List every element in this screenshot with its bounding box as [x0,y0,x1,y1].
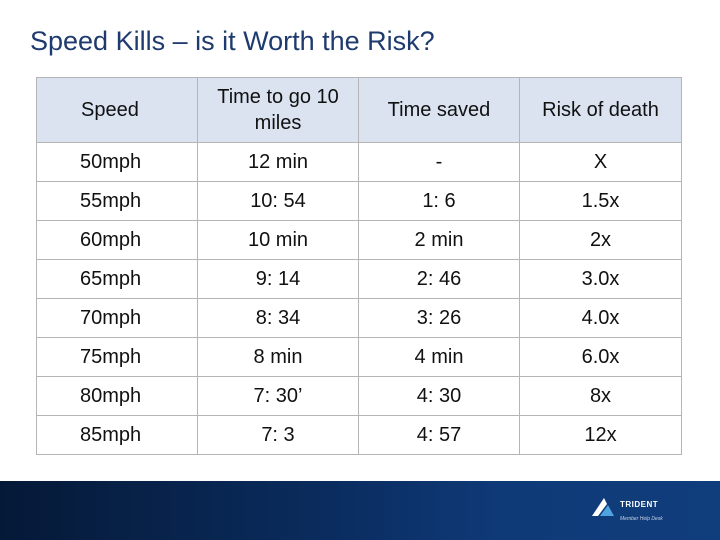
table-row: 85mph 7: 3 4: 57 12x [36,415,682,455]
cell-time: 7: 30’ [197,376,359,416]
cell-risk: 3.0x [519,259,682,299]
cell-saved: 1: 6 [358,181,520,221]
table-row: 75mph 8 min 4 min 6.0x [36,337,682,377]
trident-logo: TRIDENT Member Help Desk [590,496,680,530]
cell-speed: 50mph [36,142,198,182]
cell-saved: 4 min [358,337,520,377]
cell-risk: 1.5x [519,181,682,221]
trident-mark-icon [592,498,614,516]
cell-risk: X [519,142,682,182]
cell-risk: 12x [519,415,682,455]
cell-time: 7: 3 [197,415,359,455]
cell-speed: 70mph [36,298,198,338]
header-time-saved: Time saved [358,77,520,143]
cell-speed: 60mph [36,220,198,260]
table-row: 60mph 10 min 2 min 2x [36,220,682,260]
cell-saved: 2 min [358,220,520,260]
cell-speed: 75mph [36,337,198,377]
cell-speed: 85mph [36,415,198,455]
cell-risk: 4.0x [519,298,682,338]
table-header-row: Speed Time to go 10 miles Time saved Ris… [36,77,682,143]
cell-saved: - [358,142,520,182]
table-row: 80mph 7: 30’ 4: 30 8x [36,376,682,416]
cell-speed: 65mph [36,259,198,299]
header-speed: Speed [36,77,198,143]
logo-wordmark: TRIDENT [620,500,659,509]
speed-risk-table: Speed Time to go 10 miles Time saved Ris… [36,77,682,455]
table-row: 65mph 9: 14 2: 46 3.0x [36,259,682,299]
cell-speed: 80mph [36,376,198,416]
table-row: 50mph 12 min - X [36,142,682,182]
header-risk-of-death: Risk of death [519,77,682,143]
cell-time: 9: 14 [197,259,359,299]
table-row: 55mph 10: 54 1: 6 1.5x [36,181,682,221]
cell-risk: 8x [519,376,682,416]
cell-saved: 4: 57 [358,415,520,455]
slide-title: Speed Kills – is it Worth the Risk? [30,26,435,56]
cell-saved: 3: 26 [358,298,520,338]
cell-time: 8 min [197,337,359,377]
cell-saved: 4: 30 [358,376,520,416]
cell-time: 8: 34 [197,298,359,338]
header-time-to-go: Time to go 10 miles [197,77,359,143]
cell-time: 10: 54 [197,181,359,221]
cell-speed: 55mph [36,181,198,221]
cell-time: 12 min [197,142,359,182]
cell-saved: 2: 46 [358,259,520,299]
logo-tagline: Member Help Desk [620,516,663,522]
cell-time: 10 min [197,220,359,260]
cell-risk: 6.0x [519,337,682,377]
cell-risk: 2x [519,220,682,260]
table-row: 70mph 8: 34 3: 26 4.0x [36,298,682,338]
